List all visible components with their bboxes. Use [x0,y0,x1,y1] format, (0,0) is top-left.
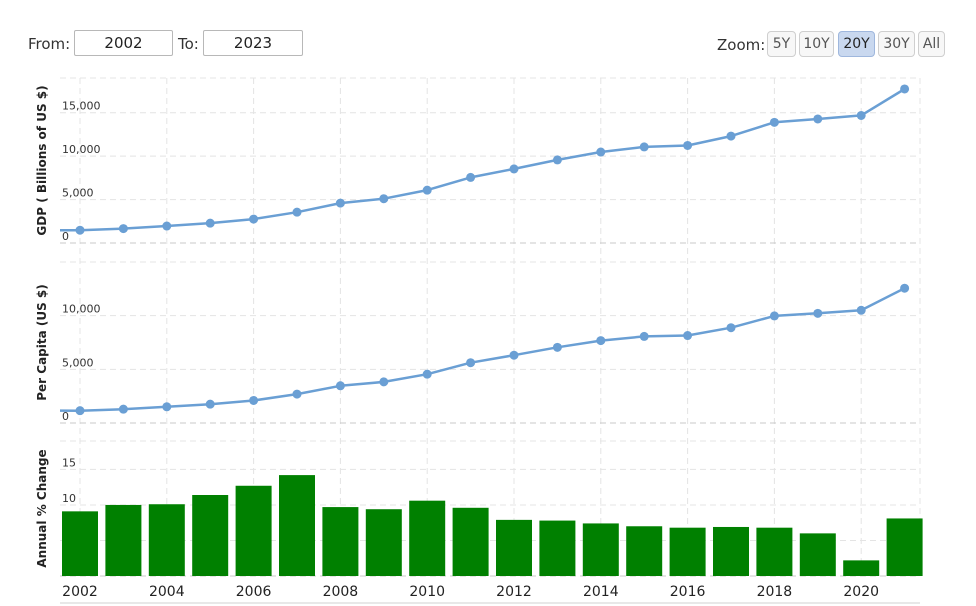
bar[interactable] [62,511,98,576]
data-point[interactable] [118,404,128,414]
data-point[interactable] [683,331,693,341]
data-point[interactable] [900,283,910,293]
data-point[interactable] [292,207,302,217]
data-point[interactable] [639,142,649,152]
y-axis-title: Annual % Change [35,449,49,567]
bar[interactable] [235,485,272,576]
zoom-5y-button[interactable]: 5Y [767,31,796,57]
to-year-input[interactable] [203,30,303,56]
data-point[interactable] [249,395,259,405]
bar[interactable] [756,527,793,576]
data-point[interactable] [639,331,649,341]
bar[interactable] [192,495,229,576]
bar[interactable] [409,500,446,576]
y-tick-label: 10,000 [62,143,101,156]
bar[interactable] [452,507,489,576]
data-point[interactable] [292,389,302,399]
data-point[interactable] [466,172,476,182]
bar[interactable] [713,526,749,576]
x-tick-label: 2020 [843,584,879,600]
x-tick-label: 2018 [757,584,793,600]
data-point[interactable] [162,221,172,231]
date-range-toolbar: From: To: Zoom: 5Y 10Y 20Y 30Y All [0,0,976,70]
x-tick-label: 2010 [409,584,445,600]
zoom-all-button[interactable]: All [918,31,945,57]
data-point[interactable] [683,140,693,150]
bar[interactable] [626,526,663,576]
x-tick-label: 2006 [236,584,272,600]
y-tick-label: 0 [62,410,69,423]
zoom-label: Zoom: [717,36,766,54]
data-point[interactable] [75,406,85,416]
data-point[interactable] [466,358,476,368]
bar[interactable] [799,533,836,576]
data-point[interactable] [75,225,85,235]
data-point[interactable] [726,323,736,333]
data-point[interactable] [552,155,562,165]
zoom-20y-button[interactable]: 20Y [838,31,875,57]
bar[interactable] [669,527,706,576]
data-point[interactable] [856,110,866,120]
data-point[interactable] [205,399,215,409]
data-point[interactable] [162,402,172,412]
data-point[interactable] [813,308,823,318]
bar[interactable] [365,509,402,576]
bar[interactable] [496,519,532,576]
zoom-30y-button[interactable]: 30Y [878,31,915,57]
x-tick-label: 2002 [62,584,98,600]
data-point[interactable] [422,369,432,379]
series-line [59,87,906,232]
x-tick-label: 2014 [583,584,619,600]
data-point[interactable] [379,194,389,204]
from-label: From: [28,35,71,53]
data-point[interactable] [596,336,606,346]
data-point[interactable] [596,147,606,157]
data-point[interactable] [769,117,779,127]
series-line [59,287,906,412]
y-tick-label: 10,000 [62,303,101,316]
data-point[interactable] [249,214,259,224]
data-point[interactable] [509,350,519,360]
y-tick-label: 15,000 [62,100,101,113]
data-point[interactable] [118,224,128,234]
x-tick-label: 2012 [496,584,532,600]
y-axis-title: GDP ( Billions of US $) [35,85,49,235]
bar[interactable] [279,475,315,576]
data-point[interactable] [509,164,519,174]
data-point[interactable] [900,84,910,94]
y-tick-label: 5,000 [62,187,94,200]
bar[interactable] [582,523,619,576]
bar[interactable] [886,518,923,576]
x-tick-label: 2008 [323,584,359,600]
y-axis-title: Per Capita (US $) [35,284,49,401]
data-point[interactable] [856,305,866,315]
data-point[interactable] [205,218,215,228]
y-tick-label: 15 [62,456,76,469]
bar[interactable] [539,520,576,576]
from-year-input[interactable] [74,30,173,56]
data-point[interactable] [422,185,432,195]
y-tick-label: 10 [62,492,76,505]
data-point[interactable] [335,381,345,391]
data-point[interactable] [813,114,823,124]
bar[interactable] [843,560,880,576]
data-point[interactable] [552,342,562,352]
x-tick-label: 2016 [670,584,706,600]
zoom-10y-button[interactable]: 10Y [799,31,834,57]
data-point[interactable] [769,311,779,321]
x-tick-label: 2004 [149,584,185,600]
y-tick-label: 0 [62,230,69,243]
data-point[interactable] [379,377,389,387]
bar[interactable] [148,504,185,576]
data-point[interactable] [726,131,736,141]
data-point[interactable] [335,198,345,208]
bar[interactable] [322,507,359,576]
y-tick-label: 5,000 [62,356,94,369]
to-label: To: [178,35,199,53]
bar[interactable] [105,504,142,576]
